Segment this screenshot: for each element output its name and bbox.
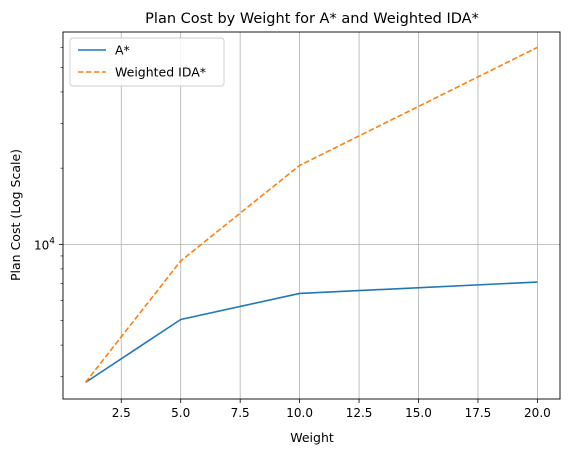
x-tick-label: 12.5 <box>346 406 373 420</box>
y-tick-label: 104 <box>34 236 55 252</box>
series-line-a-star <box>85 281 538 384</box>
x-tick-label: 15.0 <box>405 406 432 420</box>
grid <box>63 32 560 399</box>
x-tick-label: 10.0 <box>286 406 313 420</box>
x-tick-label: 7.5 <box>231 406 250 420</box>
series-line-weighted-ida-star <box>84 46 538 383</box>
plot-area-frame <box>62 31 561 400</box>
x-tick-label: 20.0 <box>524 406 551 420</box>
legend-label-a-star: A* <box>115 43 130 58</box>
y-axis-label: Plan Cost (Log Scale) <box>8 149 23 281</box>
series-lines <box>84 46 538 384</box>
x-axis-label: Weight <box>290 430 334 445</box>
chart-title: Plan Cost by Weight for A* and Weighted … <box>145 11 479 27</box>
y-axis: 104 <box>34 47 63 378</box>
x-tick-label: 17.5 <box>465 406 492 420</box>
x-axis: 2.5 5.0 7.5 10.0 12.5 15.0 17.5 20.0 <box>112 399 551 420</box>
legend-frame <box>69 37 225 87</box>
x-tick-label: 5.0 <box>171 406 190 420</box>
legend: A* Weighted IDA* <box>69 37 225 87</box>
x-tick-label: 2.5 <box>112 406 131 420</box>
legend-label-weighted-ida-star: Weighted IDA* <box>115 65 206 80</box>
